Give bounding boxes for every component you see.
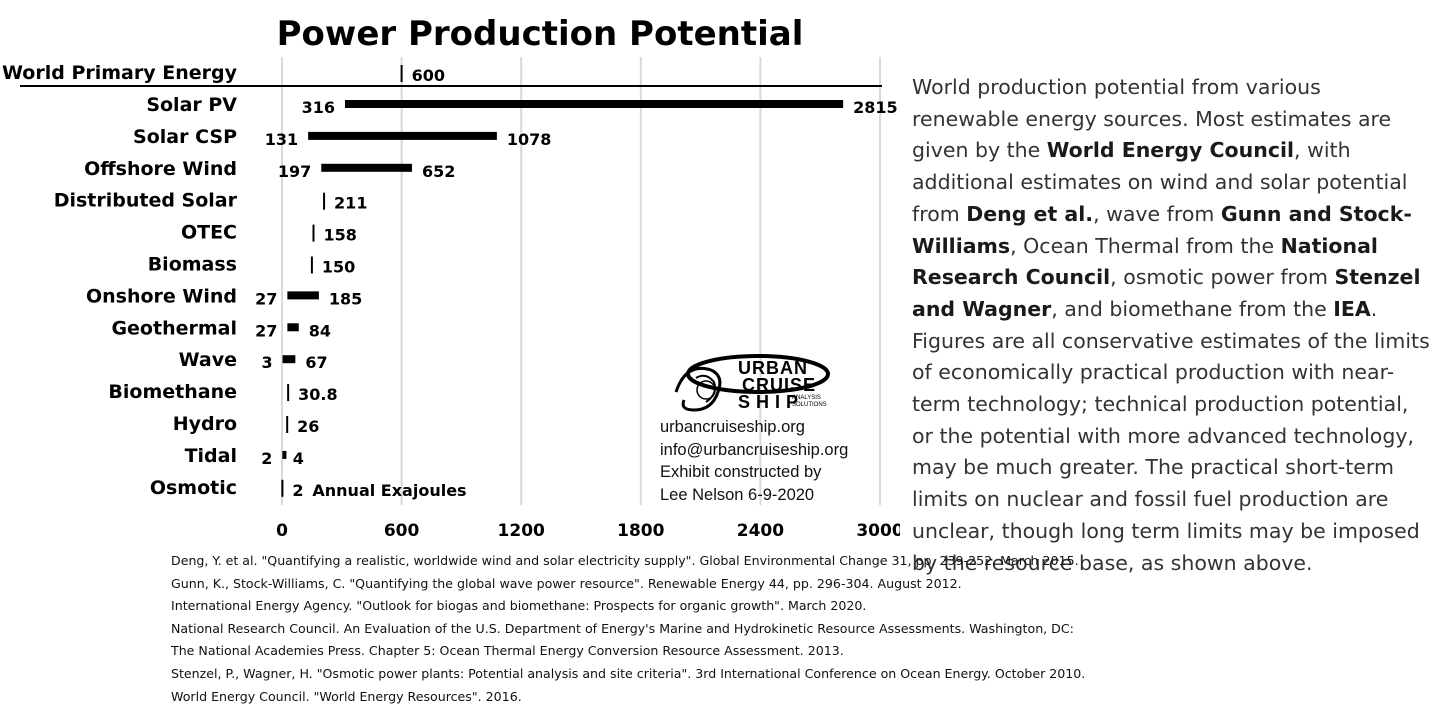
description-segment: , and biomethane from the [1051,296,1334,321]
reference-item: National Research Council. An Evaluation… [171,620,1074,636]
category-label: Biomethane [108,381,237,403]
low-value-label: 2 [261,449,272,468]
range-bar [287,291,319,300]
email-text: info@urbancruiseship.org [660,440,849,459]
description-segment: . Figures are all conservative estimates… [912,296,1430,575]
high-value-label: 84 [309,321,331,340]
description-bold-segment: National Research Council [912,233,1378,290]
x-tick-label: 0 [276,521,288,541]
description-segment: World production potential from various … [912,75,1392,163]
low-value-label: 131 [265,130,298,149]
category-label: Hydro [173,413,237,435]
description-segment: , wave from [1093,201,1221,226]
high-value-label: 150 [322,258,355,277]
category-label: Osmotic [150,477,237,499]
range-bar [282,355,296,364]
low-value-label: 27 [255,321,277,340]
x-tick-label: 1800 [617,521,664,541]
category-label: Geothermal [111,317,237,339]
description-segment: , Ocean Thermal from the [1010,233,1281,258]
x-tick-label: 600 [384,521,420,541]
logo-sub-solutions: SOLUTIONS [792,402,827,408]
logo-line-cruise: CRUISE [742,375,817,395]
description-bold-segment: World Energy Council [1046,138,1295,163]
category-label: Solar PV [146,94,237,116]
category-label: Offshore Wind [84,158,237,180]
description-bold-segment: IEA [1333,296,1371,321]
logo-line-ship: SHIP [738,392,805,412]
high-value-label: 2815 [853,98,898,117]
range-bar [282,450,287,459]
category-label: Distributed Solar [54,190,238,212]
low-value-label: 3 [261,353,272,372]
logo-swoosh-icon [674,354,830,412]
reference-category-label: World Primary Energy [2,62,238,84]
reference-item: World Energy Council. "World Energy Reso… [171,688,522,704]
high-value-label: 185 [329,289,362,308]
high-value-label: 30.8 [298,385,337,404]
logo-subtitle: ANALYSIS SOLUTIONS [792,395,827,409]
range-bar [308,131,497,140]
contact-block: urbancruiseship.org info@urbancruiseship… [660,416,848,506]
range-bar [287,323,299,332]
logo-wordmark: URBAN CRUISE SHIP [738,358,817,412]
description-bold-segment: Stenzel and Wagner [912,265,1421,321]
reference-item: Gunn, K., Stock-Williams, C. "Quantifyin… [171,575,962,591]
high-value-label: 67 [305,353,327,372]
range-bar [344,100,844,108]
range-bar [321,163,412,172]
x-tick-label: 2400 [737,521,784,541]
category-label: OTEC [181,222,237,244]
low-value-label: 197 [278,162,311,181]
reference-item: Deng, Y. et al. "Quantifying a realistic… [171,553,1079,568]
description-paragraph: World production potential from various … [912,72,1432,579]
description-bold-segment: Deng et al. [966,201,1094,226]
high-value-label: 26 [297,417,319,436]
description-segment: , with additional estimates on wind and … [912,138,1408,226]
reference-item: International Energy Agency. "Outlook fo… [171,598,867,614]
unit-label: Annual Exajoules [312,481,466,500]
low-value-label: 316 [302,98,335,117]
high-value-label: 4 [293,449,304,468]
category-label: Biomass [148,254,237,276]
category-label: Solar CSP [133,126,237,148]
reference-item: Stenzel, P., Wagner, H. "Osmotic power p… [171,665,1086,681]
website-text: urbancruiseship.org [660,418,805,436]
logo-sub-analysis: ANALYSIS [792,395,821,401]
x-tick-label: 1200 [498,521,545,541]
high-value-label: 2 [292,481,303,500]
high-value-label: 211 [334,194,367,213]
credit-line-1: Exhibit constructed by [660,463,822,481]
high-value-label: 158 [323,226,356,245]
reference-value-label: 600 [412,66,445,85]
description-bold-segment: Gunn and Stock-Williams [912,201,1412,258]
urban-cruise-ship-logo [666,352,836,420]
x-tick-label: 3000 [856,521,900,541]
logo-line-urban: URBAN [738,358,808,378]
category-label: Wave [179,349,237,371]
category-label: Tidal [185,445,237,467]
high-value-label: 652 [422,162,455,181]
high-value-label: 1078 [507,130,552,149]
reference-item: The National Academies Press. Chapter 5:… [171,643,844,659]
references-list: Deng, Y. et al. "Quantifying a realistic… [171,550,1085,708]
range-bar-chart: 0 600 1200 1800 2400 3000 World Primary Energy… [2,57,900,541]
low-value-label: 27 [255,289,277,308]
chart-title: Power Production Potential [276,14,804,54]
description-segment: , osmotic power from [1110,265,1335,290]
category-label: Onshore Wind [86,285,237,307]
credit-line-2: Lee Nelson 6-9-2020 [660,485,815,504]
